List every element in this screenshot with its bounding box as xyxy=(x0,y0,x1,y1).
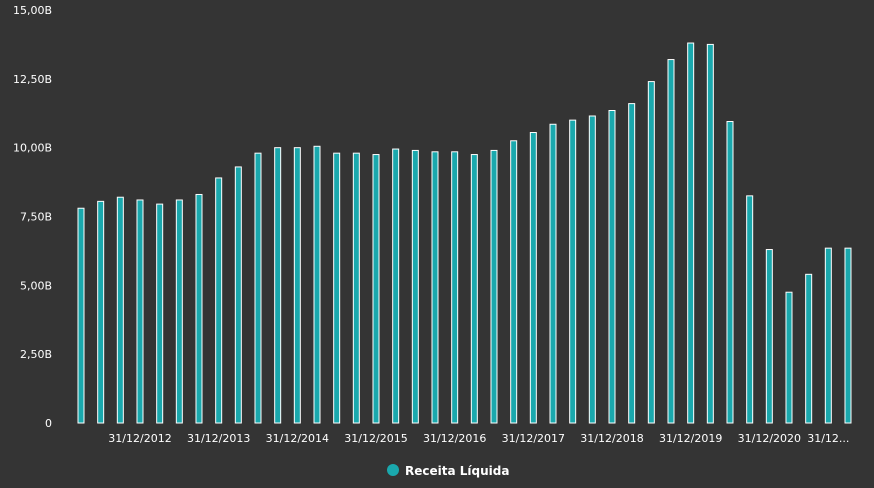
bar[interactable] xyxy=(726,121,734,424)
bar[interactable] xyxy=(156,203,164,424)
bar[interactable] xyxy=(647,81,655,424)
y-tick-label: 15,00B xyxy=(13,4,52,17)
y-tick-label: 2,50B xyxy=(20,348,52,361)
bar[interactable] xyxy=(510,140,518,424)
bar[interactable] xyxy=(411,149,419,424)
x-tick-label: 31/12/2019 xyxy=(659,432,722,445)
bar[interactable] xyxy=(824,247,832,424)
bar[interactable] xyxy=(687,42,695,424)
legend[interactable]: Receita Líquida xyxy=(387,464,509,478)
bar[interactable] xyxy=(392,148,400,424)
bar[interactable] xyxy=(254,152,262,424)
x-tick-label: 31/12... xyxy=(807,432,849,445)
bar[interactable] xyxy=(549,123,557,424)
bar[interactable] xyxy=(490,149,498,424)
bar[interactable] xyxy=(451,151,459,424)
y-tick-label: 0 xyxy=(45,417,52,430)
bar[interactable] xyxy=(352,152,360,424)
bar[interactable] xyxy=(805,273,813,424)
x-tick-label: 31/12/2018 xyxy=(580,432,643,445)
bar[interactable] xyxy=(77,207,85,424)
bars xyxy=(77,42,852,424)
bar[interactable] xyxy=(667,59,675,424)
y-axis: 0 2,50B 5,00B 7,50B 10,00B 12,50B 15,00B xyxy=(13,4,52,430)
bar[interactable] xyxy=(274,147,282,424)
bar[interactable] xyxy=(746,195,754,424)
x-tick-label: 31/12/2016 xyxy=(423,432,486,445)
bar[interactable] xyxy=(844,247,852,424)
bar[interactable] xyxy=(116,196,124,424)
bar[interactable] xyxy=(293,147,301,424)
bar[interactable] xyxy=(569,119,577,424)
bar[interactable] xyxy=(195,193,203,424)
legend-marker-icon[interactable] xyxy=(387,464,399,476)
bar[interactable] xyxy=(785,291,793,424)
bar[interactable] xyxy=(175,199,183,424)
bar[interactable] xyxy=(765,249,773,424)
x-axis: 31/12/2012 31/12/2013 31/12/2014 31/12/2015… xyxy=(108,432,849,445)
bar[interactable] xyxy=(529,132,537,424)
bar[interactable] xyxy=(333,152,341,424)
y-tick-label: 10,00B xyxy=(13,142,52,155)
bar[interactable] xyxy=(588,115,596,424)
bar[interactable] xyxy=(431,151,439,424)
x-tick-label: 31/12/2012 xyxy=(108,432,171,445)
bar[interactable] xyxy=(97,200,105,424)
x-tick-label: 31/12/2020 xyxy=(738,432,801,445)
x-tick-label: 31/12/2014 xyxy=(266,432,329,445)
x-tick-label: 31/12/2015 xyxy=(344,432,407,445)
bar[interactable] xyxy=(372,154,380,424)
y-tick-label: 12,50B xyxy=(13,73,52,86)
bar[interactable] xyxy=(234,166,242,424)
x-tick-label: 31/12/2017 xyxy=(502,432,565,445)
bar[interactable] xyxy=(628,103,636,424)
bar[interactable] xyxy=(136,199,144,424)
y-tick-label: 7,50B xyxy=(20,211,52,224)
bar[interactable] xyxy=(470,154,478,424)
legend-label[interactable]: Receita Líquida xyxy=(405,464,509,478)
x-tick-label: 31/12/2013 xyxy=(187,432,250,445)
bar[interactable] xyxy=(608,110,616,424)
bar[interactable] xyxy=(215,177,223,424)
y-tick-label: 5,00B xyxy=(20,279,52,292)
bar[interactable] xyxy=(706,43,714,424)
bar[interactable] xyxy=(313,145,321,424)
